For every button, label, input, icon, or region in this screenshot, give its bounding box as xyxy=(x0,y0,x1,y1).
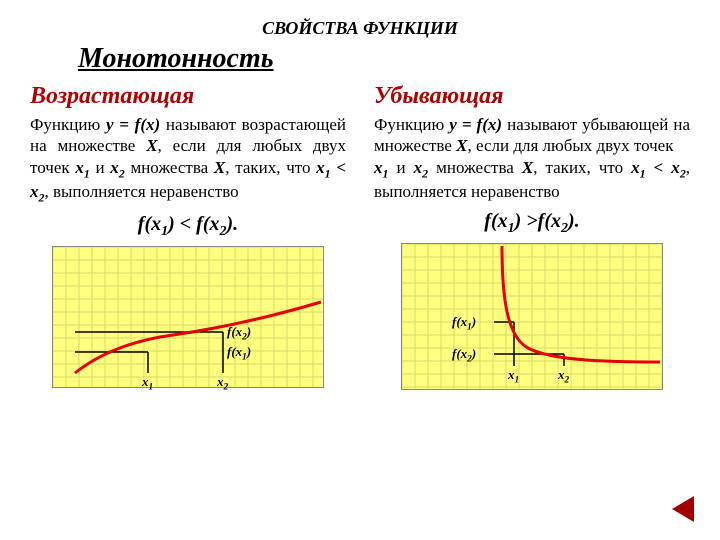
prev-nav-icon[interactable] xyxy=(672,496,694,522)
right-definition: Функцию у = f(x) называют убывающей на м… xyxy=(374,114,690,202)
right-inequality: f(x1) >f(x2). xyxy=(374,202,690,243)
plot-label: f(x1) xyxy=(227,344,251,363)
left-inequality: f(x1) < f(x2). xyxy=(30,205,346,246)
plot-label: f(x2) xyxy=(227,324,251,343)
left-subtitle: Возрастающая xyxy=(30,83,346,110)
right-subtitle: Убывающая xyxy=(374,83,690,110)
left-definition: Функцию у = f(x) называют возрастающей н… xyxy=(30,114,346,205)
plot-label: f(x2) xyxy=(452,346,476,365)
left-plot: f(x2)f(x1)x1x2 xyxy=(52,246,324,388)
page-header: СВОЙСТВА ФУНКЦИИ xyxy=(0,0,720,39)
plot-label: x2 xyxy=(217,374,228,393)
left-column: Возрастающая Функцию у = f(x) называют в… xyxy=(30,83,346,390)
plot-label: f(x1) xyxy=(452,314,476,333)
columns: Возрастающая Функцию у = f(x) называют в… xyxy=(0,75,720,390)
page-title: Монотонность xyxy=(0,39,720,75)
right-plot: f(x1) f(x2) x1 x2 xyxy=(401,243,663,390)
plot-label: x2 xyxy=(558,367,569,386)
plot-label: x1 xyxy=(142,374,153,393)
right-column: Убывающая Функцию у = f(x) называют убыв… xyxy=(374,83,690,390)
plot-label: x1 xyxy=(508,367,519,386)
